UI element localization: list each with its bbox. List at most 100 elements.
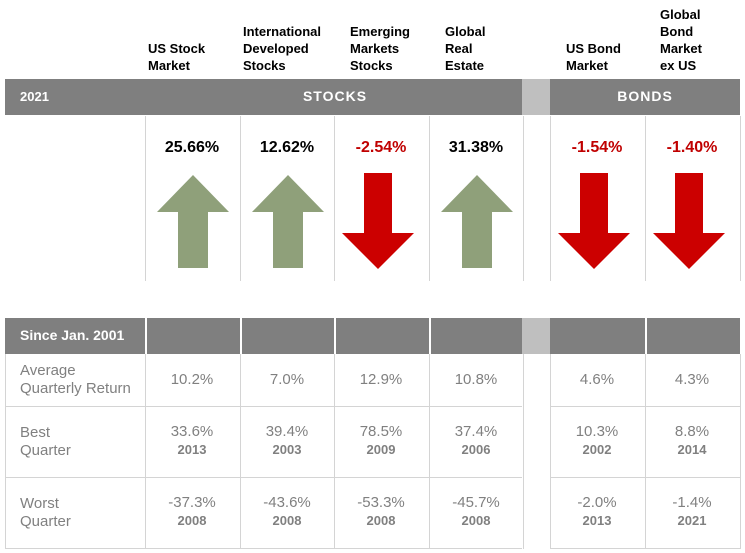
grid-line — [740, 354, 741, 549]
grid-line — [5, 477, 522, 478]
average-quarterly-cell: 4.3% — [645, 370, 739, 389]
cell-value: -45.7% — [452, 494, 500, 511]
cell-value: -53.3% — [357, 494, 405, 511]
cell-value: 78.5% — [359, 423, 403, 440]
cell-value: 10.8% — [454, 371, 498, 388]
best-quarter-cell: 78.5% 2009 — [334, 422, 428, 458]
since-bar — [5, 318, 522, 354]
grid-line — [645, 116, 646, 281]
worst-quarter-cell: -1.4% 2021 — [645, 493, 739, 529]
grid-line — [334, 116, 335, 281]
cell-year: 2021 — [677, 513, 707, 528]
grid-line — [523, 116, 524, 281]
best-quarter-cell: 10.3% 2002 — [550, 422, 644, 458]
grid-line — [740, 116, 741, 281]
worst-quarter-cell: -2.0% 2013 — [550, 493, 644, 529]
stocks-label: STOCKS — [302, 88, 368, 104]
grid-line — [5, 354, 6, 549]
row-label-best: Best Quarter — [20, 424, 71, 459]
return-2021-label: 31.38% — [448, 139, 504, 156]
column-header: Global Bond Market ex US — [660, 7, 702, 73]
row-label-average: Average Quarterly Return — [20, 362, 131, 397]
cell-value: 4.6% — [579, 371, 615, 388]
gap-bar-top — [522, 79, 550, 115]
grid-line — [334, 354, 335, 549]
row-label-worst: Worst Quarter — [20, 495, 71, 530]
grid-line — [145, 116, 146, 281]
column-header: Global Real Estate — [445, 24, 486, 73]
grid-line — [240, 116, 241, 281]
return-2021-label: -1.40% — [666, 139, 718, 156]
grid-line — [550, 354, 551, 549]
cell-year: 2013 — [582, 513, 612, 528]
gap-bar-bottom — [522, 318, 550, 354]
return-2021-label: 25.66% — [164, 139, 220, 156]
best-quarter-cell: 39.4% 2003 — [240, 422, 334, 458]
down-arrow-icon — [653, 173, 725, 269]
column-header: International Developed Stocks — [243, 24, 322, 73]
column-header: US Bond Market — [566, 41, 621, 73]
cell-value: 37.4% — [454, 423, 498, 440]
bar-separator — [334, 318, 336, 354]
cell-value: 33.6% — [170, 423, 214, 440]
bonds-label: BONDS — [617, 88, 673, 104]
column-header: US Stock Market — [148, 41, 206, 73]
cell-value: 7.0% — [269, 371, 305, 388]
bar-separator — [429, 318, 431, 354]
return-2021-label: -1.54% — [571, 139, 623, 156]
return-2021-label: -2.54% — [355, 139, 407, 156]
cell-year: 2002 — [582, 442, 612, 457]
best-quarter-cell: 37.4% 2006 — [429, 422, 523, 458]
grid-line — [523, 354, 524, 549]
cell-value: 4.3% — [674, 371, 710, 388]
up-arrow-icon — [441, 175, 513, 268]
grid-line — [5, 548, 522, 549]
worst-quarter-cell: -43.6% 2008 — [240, 493, 334, 529]
grid-line — [5, 406, 522, 407]
average-quarterly-cell: 10.8% — [429, 370, 523, 389]
best-quarter-cell: 33.6% 2013 — [145, 422, 239, 458]
grid-line — [429, 354, 430, 549]
year-label: 2021 — [20, 89, 49, 104]
grid-line — [550, 116, 551, 281]
cell-year: 2008 — [177, 513, 207, 528]
cell-value: -1.4% — [672, 494, 712, 511]
average-quarterly-cell: 12.9% — [334, 370, 428, 389]
cell-value: -2.0% — [577, 494, 617, 511]
average-quarterly-cell: 4.6% — [550, 370, 644, 389]
cell-value: 12.9% — [359, 371, 403, 388]
cell-year: 2008 — [366, 513, 396, 528]
worst-quarter-cell: -37.3% 2008 — [145, 493, 239, 529]
down-arrow-icon — [558, 173, 630, 269]
best-quarter-cell: 8.8% 2014 — [645, 422, 739, 458]
bar-separator — [645, 318, 647, 354]
up-arrow-icon — [157, 175, 229, 268]
worst-quarter-cell: -53.3% 2008 — [334, 493, 428, 529]
worst-quarter-cell: -45.7% 2008 — [429, 493, 523, 529]
bar-separator — [240, 318, 242, 354]
average-quarterly-cell: 7.0% — [240, 370, 334, 389]
column-header: Emerging Markets Stocks — [350, 24, 410, 73]
cell-year: 2003 — [272, 442, 302, 457]
cell-year: 2008 — [272, 513, 302, 528]
cell-value: 39.4% — [265, 423, 309, 440]
down-arrow-icon — [342, 173, 414, 269]
cell-year: 2008 — [461, 513, 491, 528]
cell-value: -37.3% — [168, 494, 216, 511]
cell-year: 2014 — [677, 442, 707, 457]
average-quarterly-cell: 10.2% — [145, 370, 239, 389]
cell-year: 2013 — [177, 442, 207, 457]
up-arrow-icon — [252, 175, 324, 268]
bar-separator — [145, 318, 147, 354]
grid-line — [645, 354, 646, 549]
grid-line — [145, 354, 146, 549]
cell-value: 10.2% — [170, 371, 214, 388]
header-bar — [5, 79, 522, 115]
grid-line — [240, 354, 241, 549]
cell-year: 2009 — [366, 442, 396, 457]
return-2021-label: 12.62% — [259, 139, 315, 156]
cell-value: -43.6% — [263, 494, 311, 511]
bonds-header-bar — [550, 79, 740, 115]
since-title: Since Jan. 2001 — [20, 327, 125, 343]
cell-value: 8.8% — [674, 423, 710, 440]
